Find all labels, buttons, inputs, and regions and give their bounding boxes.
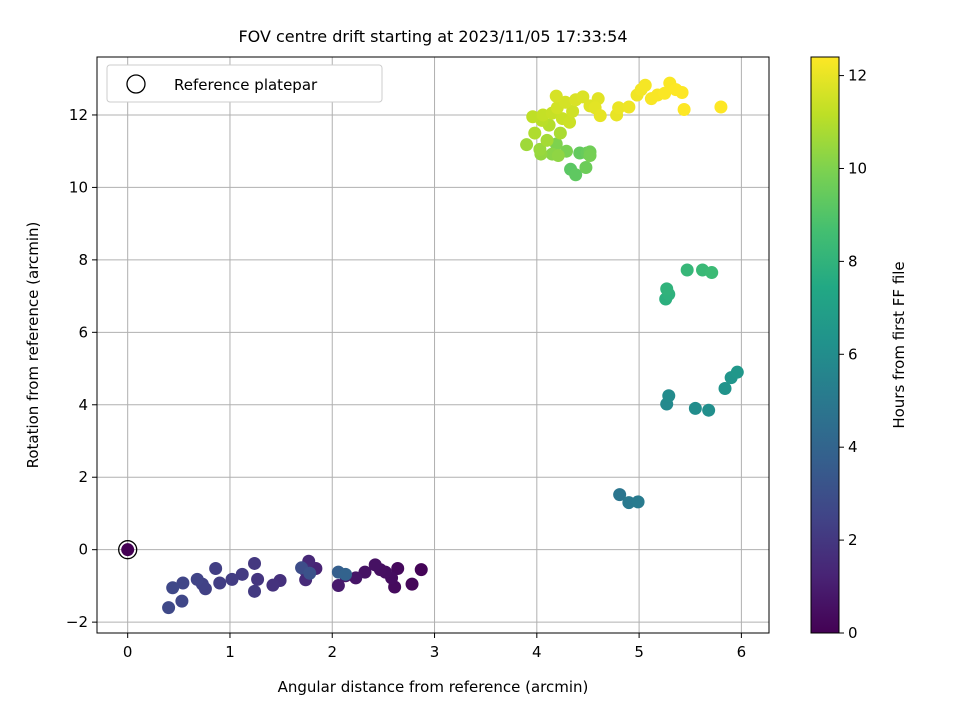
data-point <box>248 584 262 598</box>
x-tick-label: 1 <box>225 643 235 661</box>
data-point <box>166 581 180 595</box>
data-point <box>549 89 563 103</box>
data-point <box>730 365 744 379</box>
colorbar-gradient <box>810 56 840 634</box>
data-point <box>175 594 189 608</box>
y-axis-label: Rotation from reference (arcmin) <box>24 222 42 469</box>
data-point <box>162 601 176 615</box>
colorbar-tick-label: 12 <box>848 67 867 85</box>
x-tick-label: 5 <box>634 643 644 661</box>
x-tick-label: 0 <box>123 643 133 661</box>
x-axis-label: Angular distance from reference (arcmin) <box>278 678 589 696</box>
data-point <box>688 401 702 415</box>
y-tick-label: −2 <box>66 613 88 631</box>
data-point <box>658 86 672 100</box>
legend-reference-marker <box>126 74 146 94</box>
data-point <box>680 263 694 277</box>
y-tick-label: 4 <box>78 396 88 414</box>
data-point <box>209 562 223 576</box>
data-point <box>405 577 419 591</box>
colorbar-label: Hours from first FF file <box>890 261 908 428</box>
data-point <box>349 571 363 585</box>
data-point <box>176 576 190 590</box>
data-point <box>540 133 554 147</box>
data-point <box>702 403 716 417</box>
data-point <box>612 101 626 115</box>
data-point <box>528 126 542 140</box>
reference-ring <box>118 540 138 560</box>
reference-point <box>121 543 135 557</box>
data-point <box>303 566 317 580</box>
data-point <box>613 488 627 502</box>
y-tick-label: 8 <box>78 251 88 269</box>
data-point <box>576 90 590 104</box>
colorbar-tick-label: 10 <box>848 159 867 177</box>
chart-title: FOV centre drift starting at 2023/11/05 … <box>238 27 627 46</box>
data-point <box>331 579 345 593</box>
data-point <box>235 567 249 581</box>
data-point <box>593 109 607 123</box>
data-point <box>714 100 728 114</box>
data-point <box>583 149 597 163</box>
data-point <box>662 389 676 403</box>
data-point <box>251 572 265 586</box>
data-point <box>551 149 565 163</box>
data-point <box>566 104 580 118</box>
data-point <box>213 576 227 590</box>
x-tick-label: 3 <box>430 643 440 661</box>
plot-frame <box>96 56 770 634</box>
y-tick-label: 10 <box>69 178 88 196</box>
reference-marker <box>118 540 138 560</box>
data-point <box>638 78 652 92</box>
y-tick-label: 12 <box>69 106 88 124</box>
colorbar-tick-label: 8 <box>848 252 858 270</box>
colorbar-tick-label: 6 <box>848 345 858 363</box>
y-tick-label: 2 <box>78 468 88 486</box>
legend: Reference platepar <box>106 64 383 103</box>
data-point <box>248 556 262 570</box>
data-point <box>368 558 382 572</box>
grid-lines <box>97 57 769 633</box>
colorbar-tick-label: 2 <box>848 531 858 549</box>
x-axis-ticks: 0 1 2 3 4 5 6 <box>123 633 746 661</box>
x-tick-label: 2 <box>327 643 337 661</box>
data-point <box>563 115 577 129</box>
data-point <box>675 86 689 100</box>
data-point <box>190 572 204 586</box>
data-point <box>558 95 572 109</box>
y-tick-label: 6 <box>78 323 88 341</box>
data-point <box>569 168 583 182</box>
y-axis-ticks: −2 0 2 4 6 8 10 12 <box>66 106 97 631</box>
data-point <box>526 110 540 124</box>
y-tick-label: 0 <box>78 541 88 559</box>
data-point <box>579 160 593 174</box>
data-point <box>266 578 280 592</box>
data-point <box>520 138 534 152</box>
data-point <box>677 103 691 117</box>
data-point <box>705 266 719 280</box>
colorbar: 0 2 4 6 8 10 12 Hours from first FF file <box>810 56 908 642</box>
data-point <box>414 563 428 577</box>
data-point <box>533 142 547 156</box>
data-point <box>339 567 353 581</box>
data-point <box>718 381 732 395</box>
x-tick-label: 6 <box>737 643 747 661</box>
data-point <box>391 562 405 576</box>
data-points <box>162 76 744 615</box>
colorbar-tick-label: 4 <box>848 438 858 456</box>
data-point <box>660 282 674 296</box>
x-tick-label: 4 <box>532 643 542 661</box>
data-point <box>553 126 567 140</box>
colorbar-tick-label: 0 <box>848 624 858 642</box>
colorbar-ticks: 0 2 4 6 8 10 12 <box>839 67 867 642</box>
legend-label: Reference platepar <box>174 76 318 94</box>
data-point <box>631 495 645 509</box>
data-point <box>225 572 239 586</box>
data-point <box>622 100 636 114</box>
legend-box <box>106 64 383 103</box>
